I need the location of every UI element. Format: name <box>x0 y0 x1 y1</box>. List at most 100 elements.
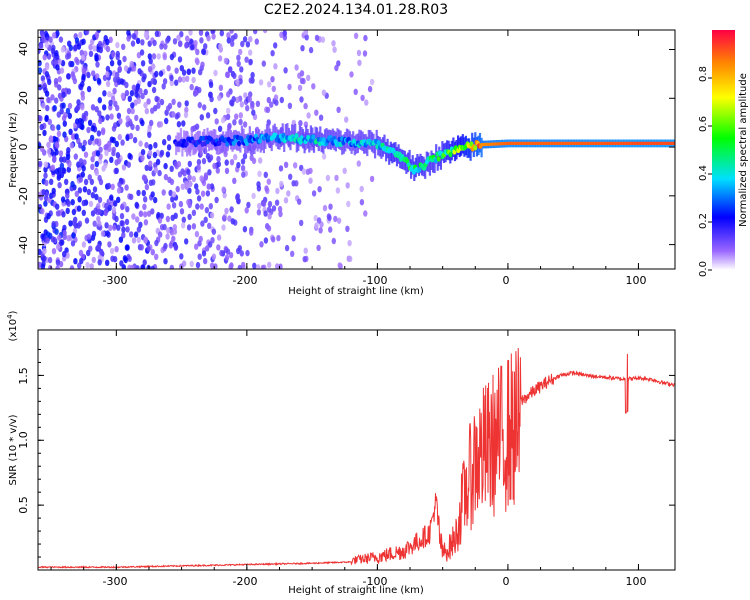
spectrogram-noise-cell <box>103 162 108 169</box>
spectrogram-noise-cell <box>166 203 171 210</box>
spectrogram-noise-cell <box>102 90 107 97</box>
spectrogram-noise-cell <box>82 186 88 193</box>
spectrogram-noise-cell <box>255 100 261 108</box>
spectrogram-noise-cell <box>47 118 52 126</box>
spectrogram-noise-cell <box>62 233 67 240</box>
spectrogram-noise-cell <box>108 36 113 43</box>
spectrogram-noise-cell <box>364 99 369 106</box>
spectrogram-noise-cell <box>50 236 56 243</box>
spectrogram-noise-cell <box>224 159 229 166</box>
spectrogram-noise-cell <box>117 65 123 73</box>
spectrogram-band-cell <box>441 141 444 161</box>
spectrogram-ytick-0: 0 <box>17 144 30 151</box>
spectrogram-noise-cell <box>154 95 159 103</box>
spectrogram-noise-cell <box>242 36 248 43</box>
spectrogram-noise-cell <box>94 106 99 113</box>
spectrogram-noise-cell <box>201 48 207 56</box>
spectrogram-noise-cell <box>266 225 272 232</box>
spectrogram-noise-cell <box>70 133 76 140</box>
spectrogram-noise-cell <box>59 162 65 169</box>
spectrogram-noise-cell <box>212 162 217 170</box>
spectrogram-noise-cell <box>124 184 129 191</box>
spectrogram-noise-cell <box>128 132 134 140</box>
spectrogram-noise-cell <box>105 114 110 121</box>
spectrogram-band-cell <box>388 145 391 165</box>
spectrogram-noise-cell <box>74 37 80 44</box>
spectrogram-noise-cell <box>283 161 289 168</box>
spectrogram-noise-cell <box>158 231 163 238</box>
spectrogram-noise-cell <box>147 149 153 157</box>
spectrogram-noise-cell <box>134 91 139 98</box>
spectrogram-noise-cell <box>144 183 150 191</box>
spectrogram-band-cell <box>261 130 264 151</box>
spectrogram-noise-cell <box>151 86 157 94</box>
snr-xlabel: Height of straight line (km) <box>288 585 424 596</box>
spectrogram-noise-cell <box>184 100 189 107</box>
spectrogram-noise-cell <box>46 213 51 220</box>
spectrogram-noise-cell <box>180 222 186 229</box>
spectrogram-noise-cell <box>59 108 64 115</box>
spectrogram-noise-cell <box>57 58 62 65</box>
spectrogram-noise-cell <box>257 170 262 177</box>
spectrogram-noise-cell <box>38 43 44 50</box>
spectrogram-band-cell <box>319 126 322 146</box>
spectrogram-noise-cell <box>308 177 313 184</box>
spectrogram-noise-cell <box>52 105 57 112</box>
spectrogram-noise-cell <box>328 226 333 233</box>
spectrogram-noise-cell <box>157 169 162 177</box>
spectrogram-noise-cell <box>294 64 299 71</box>
spectrogram-noise-cell <box>137 68 142 75</box>
spectrogram-noise-cell <box>96 130 102 137</box>
spectrogram-noise-cell <box>131 213 136 220</box>
spectrogram-noise-cell <box>306 112 311 119</box>
spectrogram-noise-cell <box>81 209 87 216</box>
snr-series-line <box>38 347 675 569</box>
spectrogram-noise-cell <box>362 50 368 57</box>
spectrogram-noise-cell <box>236 161 241 169</box>
spectrogram-noise-cell <box>252 262 257 269</box>
spectrogram-noise-cell <box>265 106 271 114</box>
snr-ytick-05: 0.5 <box>17 496 30 514</box>
spectrogram-noise-cell <box>176 160 182 168</box>
spectrogram-noise-cell <box>169 53 175 61</box>
spectrogram-noise-cell <box>316 244 321 252</box>
spectrogram-noise-cell <box>71 219 77 227</box>
spectrogram-noise-cell <box>263 171 268 178</box>
spectrogram-noise-cell <box>171 98 176 106</box>
spectrogram-noise-cell <box>115 41 120 49</box>
spectrogram-noise-cell <box>124 218 130 226</box>
spectrogram-noise-cell <box>119 212 125 220</box>
spectrogram-noise-cell <box>186 68 191 76</box>
spectrogram-noise-cell <box>52 155 57 162</box>
spectrogram-noise-cell <box>94 193 99 201</box>
spectrogram-noise-cell <box>200 61 205 68</box>
spectrogram-noise-cell <box>179 253 184 260</box>
spectrogram-noise-cell <box>369 78 375 86</box>
spectrogram-band-cell <box>253 134 256 154</box>
spectrogram-noise-cell <box>74 133 79 140</box>
spectrogram-noise-cell <box>129 231 134 238</box>
spectrogram-noise-cell <box>68 220 73 227</box>
spectrogram-noise-cell <box>195 58 200 66</box>
spectrogram-band-cell <box>428 156 431 176</box>
spectrogram-noise-cell <box>187 187 192 194</box>
spectrogram-noise-cell <box>279 96 284 104</box>
spectrogram-noise-cell <box>55 265 60 269</box>
spectrogram-noise-cell <box>105 38 110 46</box>
spectrogram-noise-cell <box>216 160 221 168</box>
spectrogram-ridge-cell <box>294 133 299 139</box>
spectrogram-noise-cell <box>334 64 339 72</box>
spectrogram-noise-cell <box>97 97 103 104</box>
spectrogram-noise-cell <box>247 96 252 103</box>
spectrogram-noise-cell <box>288 173 293 180</box>
spectrogram-ytick-20: 20 <box>17 91 30 105</box>
spectrogram-noise-cell <box>53 77 59 85</box>
spectrogram-noise-cell <box>201 157 207 165</box>
spectrogram-noise-cell <box>263 210 268 217</box>
spectrogram-noise-cell <box>96 77 102 85</box>
spectrogram-noise-cell <box>332 46 337 53</box>
spectrogram-noise-cell <box>69 142 75 149</box>
spectrogram-noise-cell <box>200 220 205 227</box>
spectrogram-noise-cell <box>71 74 76 81</box>
spectrogram-band-cell <box>314 126 317 147</box>
